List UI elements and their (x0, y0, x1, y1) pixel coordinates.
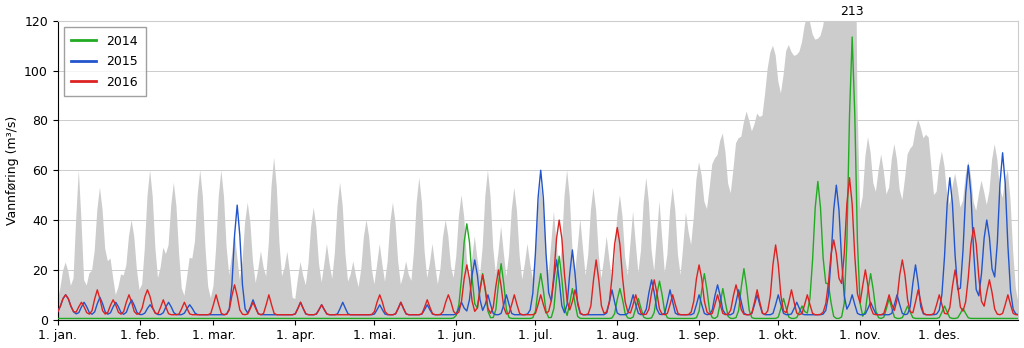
Line: 2015: 2015 (57, 153, 1019, 315)
2016 (881, 302, 893, 307)
2014 (51, 316, 63, 321)
2015 (437, 313, 450, 317)
2016 (442, 293, 455, 297)
2016 (844, 176, 856, 180)
2015 (318, 308, 331, 312)
2015 (257, 313, 269, 317)
2014 (970, 316, 982, 321)
2015 (1013, 313, 1024, 317)
2015 (197, 313, 209, 317)
Line: 2016: 2016 (57, 178, 1019, 315)
2015 (51, 310, 63, 314)
2016 (973, 275, 985, 279)
2014 (315, 316, 328, 321)
2015 (970, 287, 982, 292)
2014 (846, 35, 858, 39)
Line: 2014: 2014 (57, 37, 1019, 318)
2014 (1013, 316, 1024, 321)
2016 (437, 309, 450, 314)
2016 (51, 310, 63, 314)
Y-axis label: Vannføring (m³/s): Vannføring (m³/s) (5, 116, 18, 225)
2016 (168, 313, 180, 317)
Legend: 2014, 2015, 2016: 2014, 2015, 2016 (63, 27, 145, 96)
2016 (257, 311, 269, 316)
2015 (442, 313, 455, 317)
Text: 213: 213 (841, 5, 864, 18)
2014 (439, 316, 452, 321)
2014 (434, 316, 446, 321)
2014 (878, 315, 890, 319)
2016 (318, 308, 331, 312)
2015 (996, 151, 1009, 155)
2016 (1013, 313, 1024, 317)
2014 (255, 316, 267, 321)
2015 (878, 313, 890, 317)
